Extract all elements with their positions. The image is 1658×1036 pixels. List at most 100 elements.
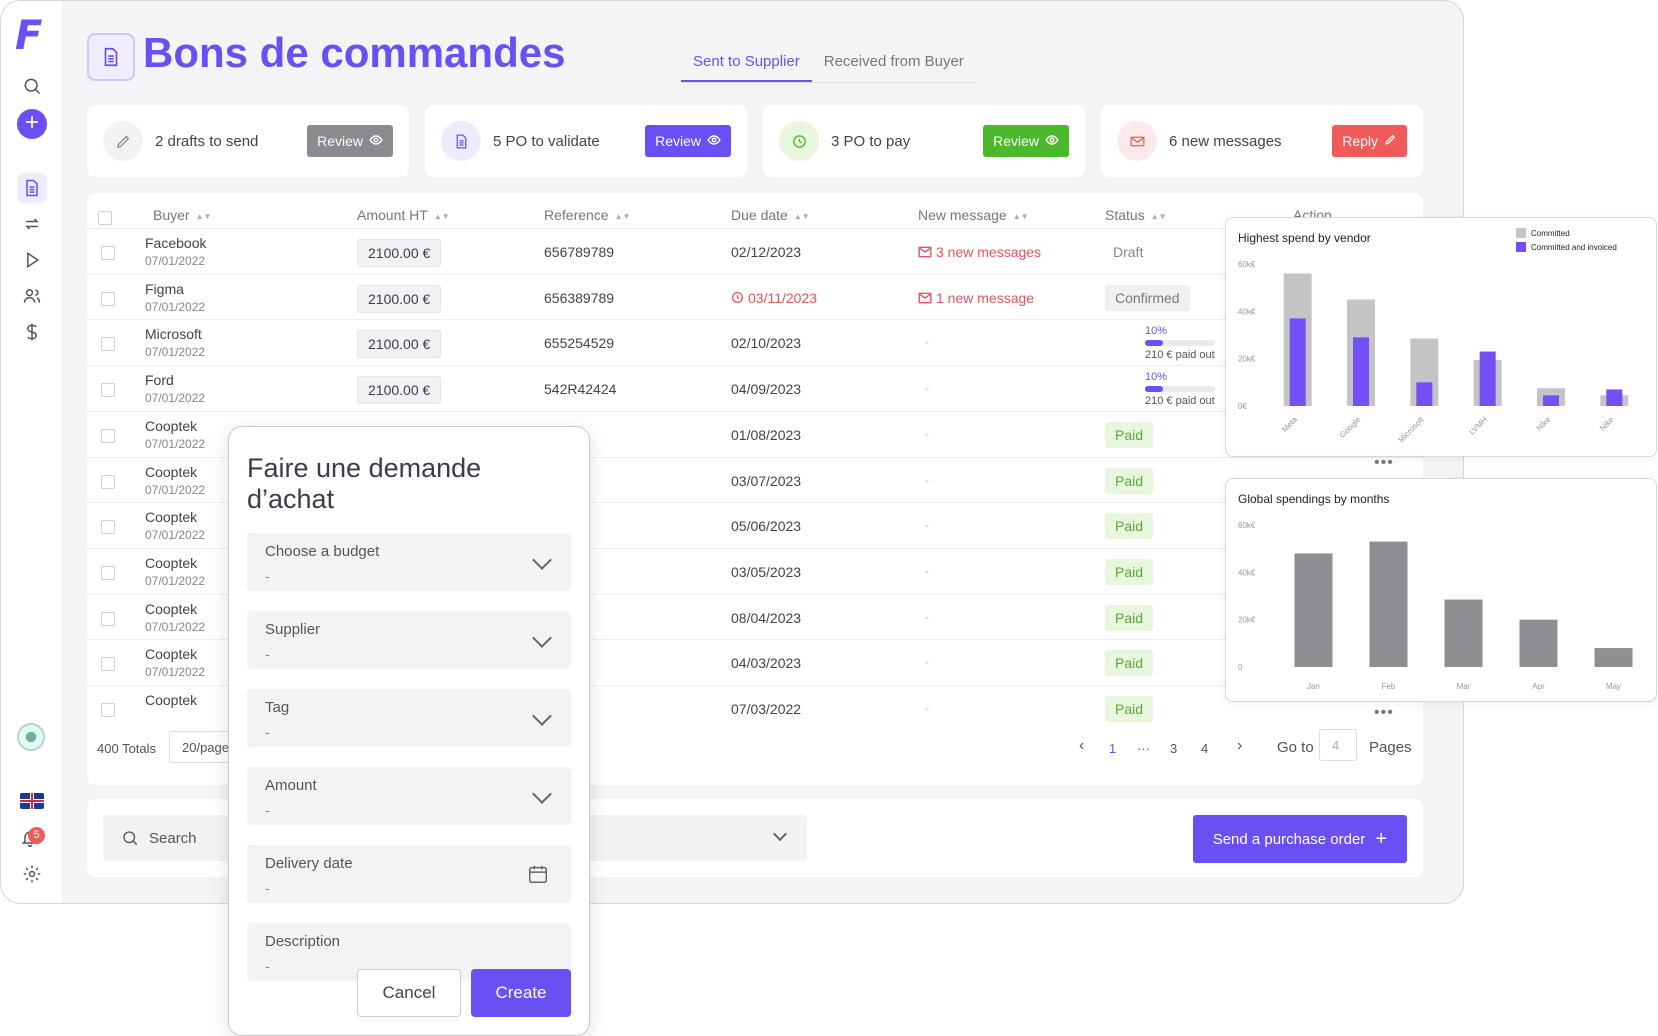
- summary-action-button[interactable]: Review: [645, 125, 731, 157]
- more-icon[interactable]: •••: [1374, 704, 1394, 721]
- row-checkbox[interactable]: [101, 428, 115, 443]
- row-checkbox[interactable]: [101, 520, 115, 535]
- new-message-cell: -: [925, 473, 929, 487]
- row-checkbox[interactable]: [101, 337, 115, 352]
- buyer-cell: Cooptek: [145, 692, 197, 708]
- sort-icon[interactable]: ▲▼: [793, 211, 810, 221]
- form-field-delivery-date[interactable]: Delivery date -: [247, 845, 571, 903]
- payment-progress: 10% 210 € paid out: [1145, 325, 1215, 361]
- more-icon[interactable]: •••: [1374, 454, 1394, 471]
- field-label: Choose a budget: [265, 543, 380, 560]
- new-message-cell: -: [925, 427, 929, 441]
- tab-sent-to-supplier[interactable]: Sent to Supplier: [681, 47, 812, 82]
- summary-action-button[interactable]: Review: [307, 125, 393, 157]
- vendor-spend-chart: Highest spend by vendor 0€ 20k€ 40k€ 60k€ Met…: [1225, 217, 1657, 457]
- form-field-supplier[interactable]: Supplier -: [247, 611, 571, 669]
- due-date: 08/04/2023: [731, 609, 802, 626]
- row-checkbox[interactable]: [101, 246, 115, 260]
- row-checkbox[interactable]: [101, 291, 115, 306]
- form-field-amount[interactable]: Amount -: [247, 767, 571, 825]
- cancel-button[interactable]: Cancel: [357, 969, 461, 1017]
- pencil-icon: [1384, 133, 1397, 149]
- column-header[interactable]: Reference ▲▼: [544, 207, 630, 223]
- tab-received-from-buyer[interactable]: Received from Buyer: [823, 53, 964, 70]
- sort-icon[interactable]: ▲▼: [195, 211, 212, 221]
- document-icon[interactable]: [17, 173, 47, 203]
- column-header[interactable]: Due date ▲▼: [731, 207, 810, 223]
- buyer-date: 07/01/2022: [145, 619, 206, 634]
- page-link[interactable]: ···: [1137, 741, 1150, 756]
- new-message-cell[interactable]: 3 new messages: [918, 244, 1041, 260]
- uk-flag-icon[interactable]: [20, 793, 44, 809]
- per-page-select[interactable]: 20/page: [169, 731, 235, 763]
- send-purchase-order-button[interactable]: Send a purchase order +: [1192, 815, 1407, 863]
- buyer-name: Cooptek: [145, 692, 198, 708]
- calendar-icon[interactable]: [527, 863, 549, 890]
- due-date-cell: 04/03/2023: [731, 655, 801, 671]
- modal-title: Faire une demande d’achat: [247, 453, 482, 514]
- search-placeholder: Search: [149, 829, 197, 847]
- due-date: 05/06/2023: [731, 518, 802, 535]
- sort-icon[interactable]: ▲▼: [1012, 211, 1029, 221]
- amount-cell: 2100.00 €: [357, 376, 442, 405]
- bar-month: [1369, 541, 1408, 667]
- form-field-tag[interactable]: Tag -: [247, 689, 571, 747]
- table-row[interactable]: Figma 07/01/2022 2100.00 € 656389789 03/11/2…: [87, 273, 1423, 322]
- summary-card: 3 PO to pay Review: [763, 105, 1085, 177]
- summary-action-button[interactable]: Review: [983, 125, 1069, 157]
- x-tick-label: Meta: [1280, 415, 1299, 434]
- summary-card: 6 new messages Reply: [1101, 105, 1423, 177]
- new-message-cell[interactable]: 1 new message: [918, 290, 1034, 306]
- table-row[interactable]: Facebook 07/01/2022 2100.00 € 656789789 02/1…: [87, 228, 1423, 276]
- summary-action-button[interactable]: Reply: [1332, 125, 1407, 157]
- row-checkbox[interactable]: [101, 383, 115, 398]
- app-logo[interactable]: F: [15, 13, 43, 59]
- table-row[interactable]: Ford 07/01/2022 2100.00 € 542R42424 04/09/20…: [87, 365, 1423, 413]
- due-date: 04/03/2023: [731, 655, 802, 672]
- next-page-icon[interactable]: ›: [1237, 737, 1243, 754]
- transfer-icon[interactable]: [17, 209, 47, 239]
- message-text: -: [925, 472, 929, 487]
- status-badge: Paid: [1105, 467, 1154, 494]
- row-checkbox[interactable]: [101, 474, 115, 489]
- gear-icon[interactable]: [17, 859, 47, 889]
- form-field-choose-a-budget[interactable]: Choose a budget -: [247, 533, 571, 591]
- column-header[interactable]: Status ▲▼: [1105, 207, 1167, 223]
- status-badge: Paid: [1105, 696, 1154, 722]
- column-header[interactable]: Amount HT ▲▼: [357, 207, 450, 223]
- page-link[interactable]: 3: [1170, 741, 1178, 756]
- row-checkbox[interactable]: [101, 565, 115, 580]
- sort-icon[interactable]: ▲▼: [1150, 211, 1167, 221]
- sort-icon[interactable]: ▲▼: [614, 211, 631, 221]
- summary-button-label: Review: [317, 133, 363, 149]
- page-link[interactable]: 1: [1109, 741, 1117, 756]
- column-header[interactable]: New message ▲▼: [918, 207, 1029, 223]
- dollar-icon[interactable]: [17, 317, 47, 347]
- sort-icon[interactable]: ▲▼: [433, 211, 450, 221]
- search-icon[interactable]: [17, 71, 47, 101]
- x-tick-label: Feb: [1382, 682, 1396, 691]
- users-icon[interactable]: [17, 281, 47, 311]
- progress-percent: 10%: [1145, 371, 1168, 384]
- table-row[interactable]: Microsoft 07/01/2022 2100.00 € 655254529 02/…: [87, 319, 1423, 367]
- x-tick-label: Jan: [1307, 682, 1320, 691]
- select-all-checkbox[interactable]: [98, 211, 112, 225]
- envelope-icon: [1117, 121, 1157, 161]
- row-checkbox[interactable]: [101, 703, 115, 717]
- prev-page-icon[interactable]: ‹: [1079, 737, 1085, 754]
- avatar[interactable]: [17, 723, 45, 751]
- create-button[interactable]: Create: [471, 969, 571, 1017]
- new-message-cell: -: [925, 335, 929, 349]
- field-label: Amount: [265, 777, 317, 794]
- buyer-cell: Cooptek 07/01/2022: [145, 418, 205, 451]
- add-button[interactable]: +: [17, 109, 47, 139]
- row-checkbox[interactable]: [101, 611, 115, 626]
- column-header[interactable]: Buyer ▲▼: [153, 207, 211, 223]
- goto-page-input[interactable]: 4: [1319, 729, 1357, 761]
- new-message-cell: -: [925, 518, 929, 532]
- row-checkbox[interactable]: [101, 657, 115, 672]
- page-link[interactable]: 4: [1201, 741, 1209, 756]
- play-icon[interactable]: [17, 245, 47, 275]
